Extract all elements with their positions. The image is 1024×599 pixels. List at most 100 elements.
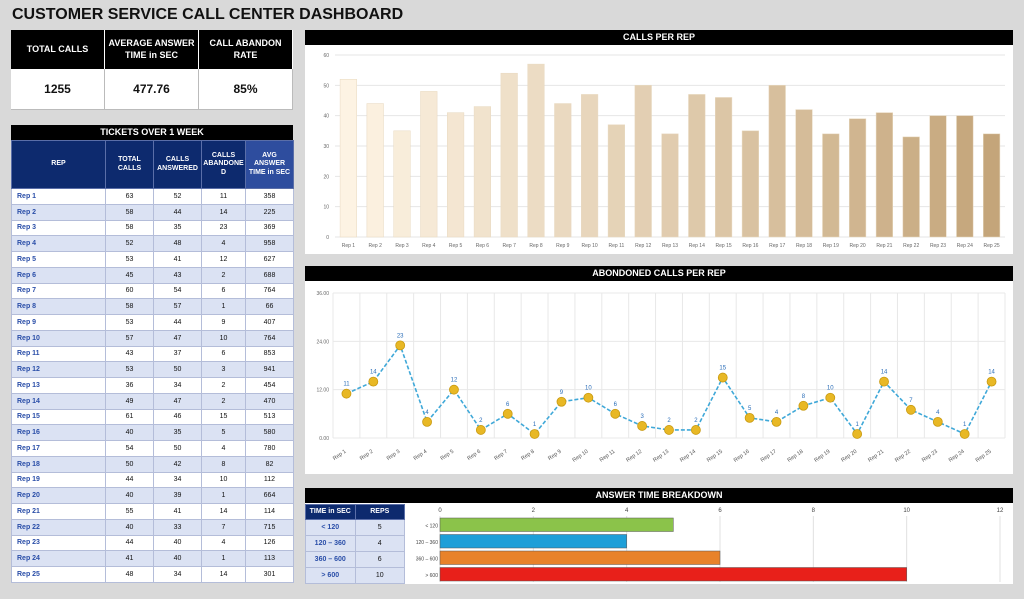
table-cell: 61 [105,408,154,426]
data-point [932,416,943,427]
table-cell: 853 [245,345,294,363]
table-cell: 58 [105,298,154,315]
x-tick-label: Rep 17 [769,243,785,249]
table-cell: 764 [245,329,294,347]
bar [983,133,1001,238]
table-cell: 58 [105,203,154,221]
col-rep: REP [11,140,106,189]
table-cell: 715 [245,518,294,536]
data-point [556,396,567,407]
rep-name-cell: Rep 25 [11,566,106,583]
rep-name-cell: Rep 17 [11,440,106,457]
y-tick-label: 360 – 600 [416,556,438,562]
kpi-summary: TOTAL CALLS AVERAGE ANSWER TIME in SEC C… [11,30,293,110]
x-tick-label: Rep 9 [547,449,562,462]
x-tick-label: Rep 21 [867,449,885,464]
bar [607,124,625,238]
table-row: Rep 24 41 40 1 113 [11,550,294,567]
table-cell: 47 [153,329,202,347]
table-cell: 112 [245,471,294,489]
y-tick-label: 50 [323,83,329,89]
bar [420,91,438,238]
table-row: Rep 3 58 35 23 369 [11,219,294,237]
table-cell: 35 [153,219,202,237]
rep-name-cell: Rep 7 [11,282,106,300]
table-row: Rep 6 45 43 2 688 [11,266,294,284]
bar [849,118,867,238]
table-cell: 66 [245,298,294,315]
x-tick-label: 4 [625,508,629,514]
rep-name-cell: Rep 14 [11,392,106,410]
data-label: 23 [397,333,404,339]
table-row: > 600 10 [305,567,405,584]
table-cell: 407 [245,314,294,331]
x-tick-label: Rep 25 [975,449,993,464]
table-cell: 23 [201,219,246,237]
bar [439,550,721,565]
table-cell: 52 [153,188,202,205]
table-cell: 4 [354,535,405,552]
table-cell: 63 [105,188,154,205]
table-cell: 40 [153,550,202,567]
y-tick-label: > 600 [425,573,438,579]
x-tick-label: Rep 2 [359,449,374,462]
abandon-rate-label: CALL ABANDON RATE [199,30,293,69]
x-tick-label: Rep 8 [520,449,535,462]
table-cell: 42 [153,455,202,473]
data-label: 6 [506,402,510,408]
x-tick-label: Rep 20 [850,243,866,249]
table-cell: 7 [201,518,246,536]
abandoned-calls-panel: ABONDONED CALLS PER REP 0.00 12.00 24.00 36… [305,266,1013,474]
data-label: 4 [936,410,940,416]
y-tick-label: 24.00 [316,339,329,345]
bar [554,103,572,238]
table-cell: 6 [354,551,405,568]
table-cell: 470 [245,392,294,410]
x-tick-label: Rep 10 [582,243,598,249]
table-cell: 40 [105,424,154,441]
x-tick-label: Rep 14 [689,243,705,249]
data-point [449,384,459,395]
data-label: 8 [802,394,806,400]
table-row: Rep 15 61 46 15 513 [11,408,294,426]
x-tick-label: 8 [812,508,816,514]
x-tick-label: Rep 3 [395,243,409,249]
bar [527,63,545,238]
x-tick-label: Rep 12 [635,243,651,249]
bar [956,115,974,238]
table-cell: 15 [201,408,246,426]
table-cell: 1 [201,487,246,504]
data-point [637,421,648,431]
data-point [368,376,379,387]
rep-name-cell: Rep 15 [11,408,106,426]
x-tick-label: Rep 10 [572,449,590,464]
data-label: 2 [667,418,671,424]
rep-name-cell: Rep 6 [11,266,106,284]
table-cell: 3 [201,361,246,378]
table-cell: 5 [354,519,405,536]
table-row: Rep 23 44 40 4 126 [11,534,294,552]
x-tick-label: Rep 15 [706,449,724,464]
table-cell: 9 [201,314,246,331]
rep-name-cell: Rep 16 [11,424,106,441]
x-tick-label: Rep 4 [413,449,428,462]
table-cell: 57 [105,329,154,347]
data-label: 1 [855,422,859,428]
data-point [529,429,540,439]
table-cell: 764 [245,282,294,300]
table-cell: 49 [105,392,154,410]
table-cell: 36 [105,377,154,394]
bar [634,85,652,238]
table-row: Rep 12 53 50 3 941 [11,361,294,378]
x-tick-label: Rep 12 [625,449,643,464]
y-tick-label: 0 [326,235,329,241]
data-label: 14 [988,370,995,376]
table-cell: 34 [153,471,202,489]
table-row: Rep 20 40 39 1 664 [11,487,294,504]
data-point [422,416,432,427]
x-tick-label: Rep 6 [476,243,490,249]
x-tick-label: Rep 25 [984,243,1000,249]
table-cell: 34 [153,377,202,394]
data-point [852,429,863,439]
table-cell: 958 [245,235,294,252]
